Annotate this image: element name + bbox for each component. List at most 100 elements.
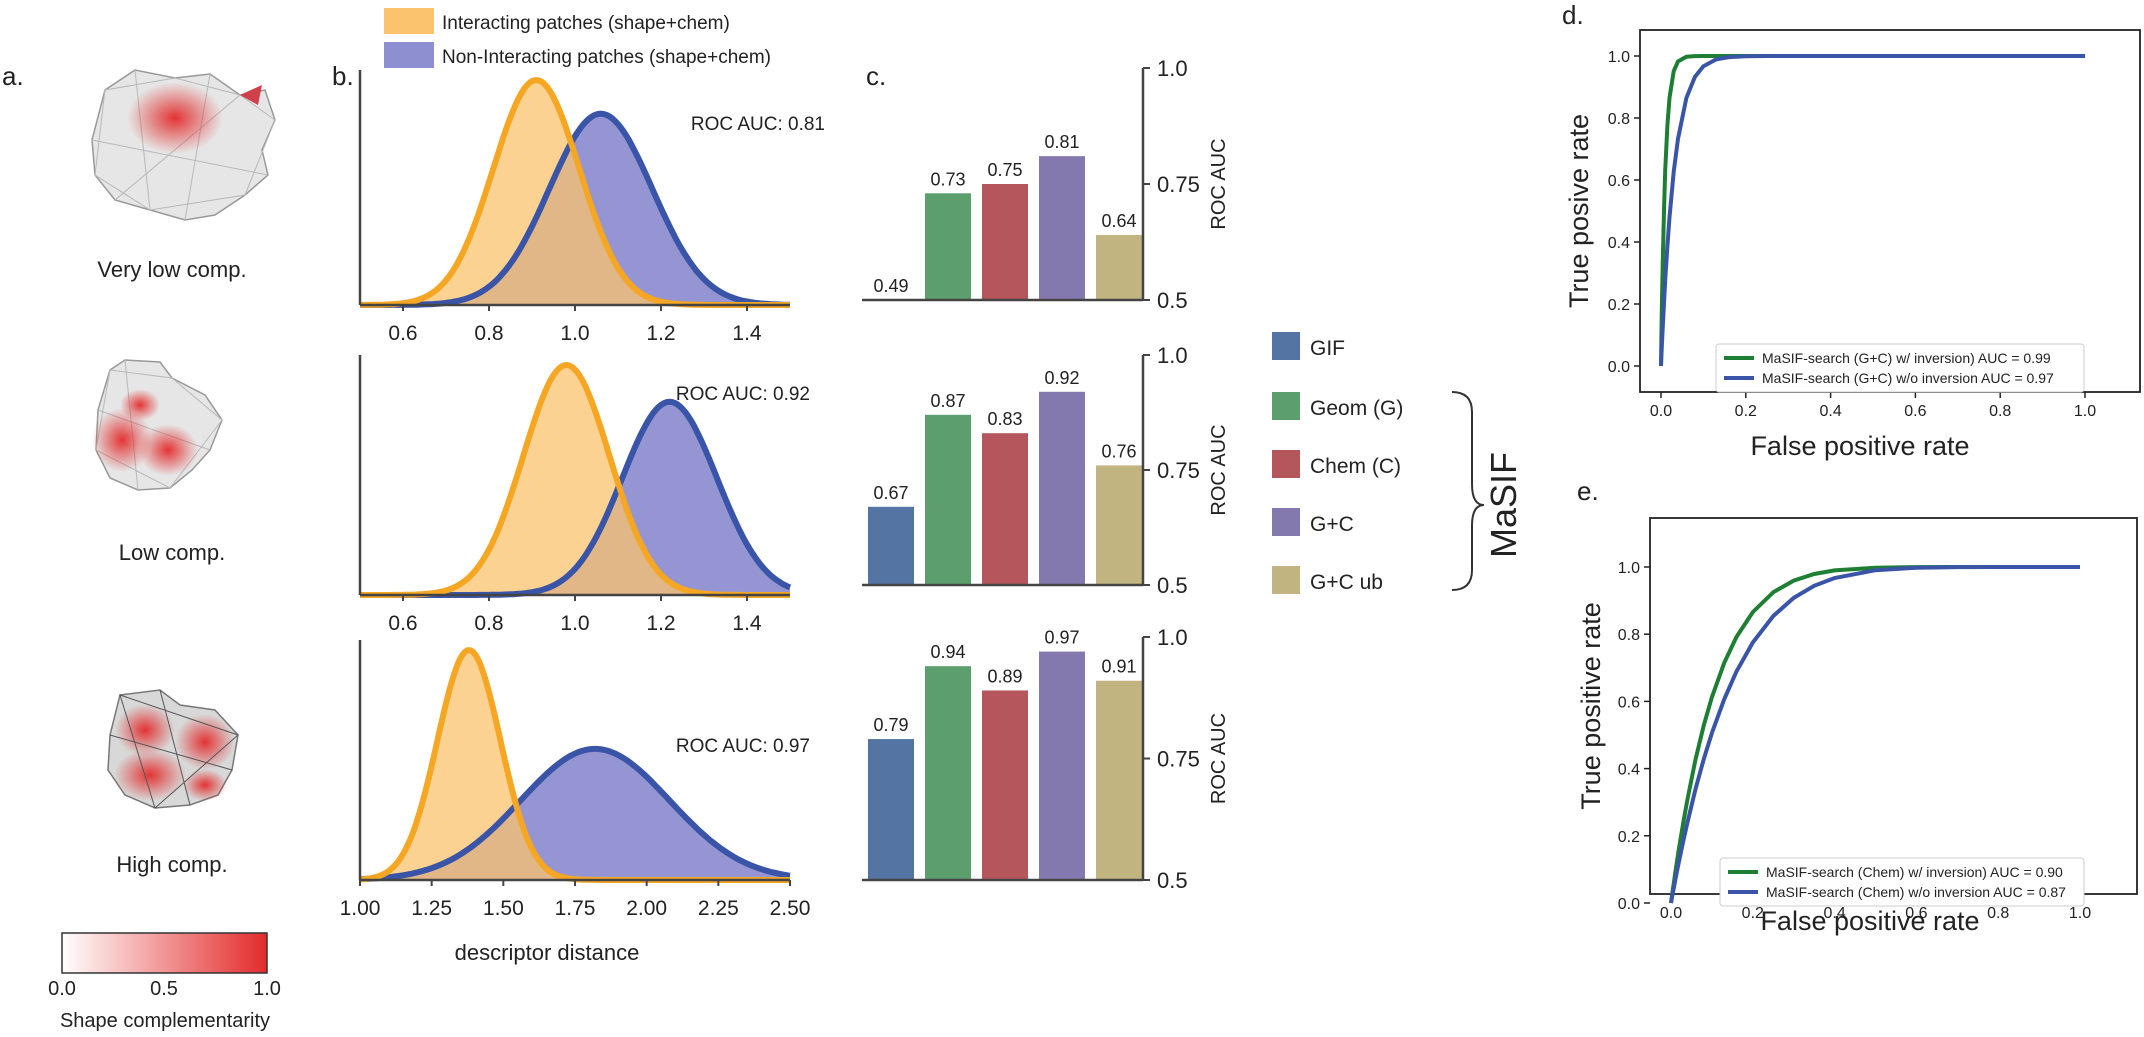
x-tick-label: 0.2 <box>1735 403 1757 420</box>
roc-plot-d: 0.0 0.2 0.4 0.6 0.8 1.0 0.0 0.2 0.4 0.6 0.8 1.0 Fals… <box>1564 29 2141 461</box>
patch-very-low <box>91 69 276 221</box>
legend-label-geom: Geom (G) <box>1310 397 1403 420</box>
bar-value-label: 0.91 <box>1101 657 1136 677</box>
y-tick-label: 0.5 <box>1157 573 1188 598</box>
x-tick-label: 1.0 <box>2074 403 2096 420</box>
bar <box>925 666 971 880</box>
roc-auc-annotation: ROC AUC: 0.81 <box>691 114 825 135</box>
bar-value-label: 0.49 <box>873 276 908 296</box>
panel-label-a: a. <box>2 61 24 91</box>
legend-swatch-gif <box>1272 332 1300 360</box>
legend-label-gcub: G+C ub <box>1310 571 1383 594</box>
bar <box>1096 235 1142 300</box>
y-tick-label: 0.0 <box>1608 359 1630 376</box>
y-axis-label: ROC AUC <box>1208 138 1230 229</box>
legend-label-gc: G+C <box>1310 513 1354 536</box>
bar <box>1096 465 1142 585</box>
bar <box>1039 156 1085 300</box>
bar-value-label: 0.75 <box>987 160 1022 180</box>
legend-label-interacting: Interacting patches (shape+chem) <box>442 13 730 34</box>
legend-label: MaSIF-search (G+C) w/o inversion AUC = 0… <box>1762 370 2054 386</box>
patch-caption-low: Low comp. <box>119 540 225 565</box>
legend-swatch-chem-box <box>1272 450 1300 478</box>
roc-curve-with-inversion <box>1669 565 2080 904</box>
bar <box>1039 391 1085 585</box>
y-tick-label: 0.8 <box>1618 627 1640 644</box>
bar-value-label: 0.87 <box>930 391 965 411</box>
x-tick-label: 1.0 <box>560 612 589 635</box>
b3-xlabel: descriptor distance <box>455 940 640 965</box>
masif-label: MaSIF <box>1483 452 1524 558</box>
bar-value-label: 0.73 <box>930 169 965 189</box>
x-tick-label: 2.25 <box>698 897 739 920</box>
legend-label-non-interacting: Non-Interacting patches (shape+chem) <box>442 47 771 68</box>
bar-value-label: 0.81 <box>1044 132 1079 152</box>
x-tick-label: 1.00 <box>340 897 381 920</box>
bar-value-label: 0.89 <box>987 666 1022 686</box>
legend-swatch-gc <box>1272 508 1300 536</box>
bar-value-label: 0.83 <box>987 409 1022 429</box>
panel-label-c: c. <box>866 61 886 91</box>
interacting-area <box>360 650 790 880</box>
legend-swatch-interacting <box>384 8 434 34</box>
y-tick-label: 1.0 <box>1618 560 1640 577</box>
x-tick-label: 0.6 <box>388 612 417 635</box>
bar <box>868 506 914 585</box>
y-tick-label: 1.0 <box>1157 625 1188 650</box>
distribution-plot-b3: 1.00 1.25 1.50 1.75 2.00 2.25 2.50 ROC AUC: 0.9… <box>340 640 811 920</box>
patch-caption-high: High comp. <box>116 852 227 877</box>
y-tick-label: 0.2 <box>1608 297 1630 314</box>
legend-label-gif: GIF <box>1310 337 1345 360</box>
x-tick-label: 0.6 <box>1904 403 1926 420</box>
legend-label-chem: Chem (C) <box>1310 455 1401 478</box>
x-tick-label: 2.00 <box>626 897 667 920</box>
bar <box>982 433 1028 585</box>
panel-label-e: e. <box>1577 476 1599 506</box>
x-axis-label: False positive rate <box>1760 906 1979 936</box>
bar-value-label: 0.79 <box>873 715 908 735</box>
x-tick-label: 0.0 <box>1660 905 1682 922</box>
x-tick-label: 0.8 <box>1989 403 2011 420</box>
y-tick-label: 0.0 <box>1618 896 1640 913</box>
bar-value-label: 0.76 <box>1101 441 1136 461</box>
patch-caption-very-low: Very low comp. <box>97 257 246 282</box>
y-tick-label: 0.75 <box>1157 172 1200 197</box>
panel-label-b: b. <box>332 61 354 91</box>
legend-swatch-geom <box>1272 392 1300 420</box>
colorbar-tick-1: 0.5 <box>150 978 178 1000</box>
bar <box>868 739 914 880</box>
y-tick-label: 1.0 <box>1157 56 1188 81</box>
y-tick-label: 0.6 <box>1618 694 1640 711</box>
x-tick-label: 1.2 <box>646 612 675 635</box>
x-tick-label: 1.4 <box>732 322 762 345</box>
x-tick-label: 0.6 <box>1905 905 1927 922</box>
plot-frame <box>1639 29 2141 393</box>
distribution-plot-b1: 0.6 0.8 1.0 1.2 1.4 ROC AUC: 0.81 <box>358 70 825 345</box>
y-tick-label: 0.5 <box>1157 288 1188 313</box>
legend-swatch-gcub <box>1272 566 1300 594</box>
y-axis-label: ROC AUC <box>1208 424 1230 515</box>
y-tick-label: 0.4 <box>1618 762 1640 779</box>
legend-box <box>1715 343 2085 393</box>
x-tick-label: 0.8 <box>474 322 503 345</box>
bar <box>1096 680 1142 880</box>
panel-label-d: d. <box>1562 0 1584 30</box>
x-axis-label: False positive rate <box>1750 431 1969 461</box>
x-tick-label: 2.50 <box>770 897 811 920</box>
x-tick-label: 1.25 <box>411 897 452 920</box>
y-tick-label: 0.4 <box>1608 235 1630 252</box>
bar <box>982 184 1028 300</box>
x-tick-label: 0.0 <box>1650 403 1672 420</box>
y-tick-label: 0.75 <box>1157 747 1200 772</box>
roc-curve-without-inversion <box>1669 565 2080 904</box>
x-tick-label: 0.8 <box>1987 905 2009 922</box>
y-axis-label: ROC AUC <box>1208 713 1230 804</box>
bar-chart-c2: 0.67 0.87 0.83 0.92 0.76 0.5 0.75 1.0 ROC AUC <box>862 343 1230 598</box>
non-interacting-area <box>360 401 790 595</box>
y-tick-label: 0.6 <box>1608 173 1630 190</box>
x-tick-label: 1.0 <box>2069 905 2091 922</box>
interacting-area <box>360 365 790 595</box>
y-tick-label: 0.2 <box>1618 829 1640 846</box>
x-tick-label: 0.4 <box>1819 403 1841 420</box>
